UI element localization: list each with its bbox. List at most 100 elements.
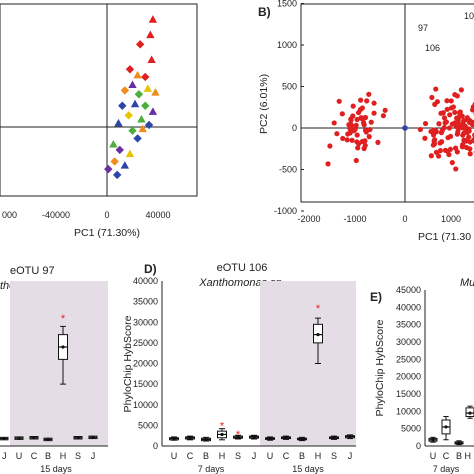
panel-d: D) eOTU 106 Xanthomonas sp. 050001000015… — [122, 262, 356, 474]
panel-b-point — [355, 145, 361, 151]
panel-b-xtick: 0 — [402, 214, 407, 224]
panel-b-point — [430, 142, 436, 148]
panel-c-xtick: U — [16, 451, 23, 461]
panel-e-ytick: 30000 — [396, 337, 421, 347]
panel-e-point — [431, 438, 435, 442]
panel-d-asterisk: * — [316, 303, 321, 315]
panel-a-xtick-partial: 000 — [2, 210, 17, 220]
panel-d-point — [332, 436, 336, 440]
panel-e-xtick: B — [456, 451, 462, 461]
panel-b-point — [353, 122, 359, 128]
panel-c-group-label: 15 days — [40, 464, 72, 474]
panel-a-point-triangle — [130, 99, 140, 108]
panel-d-asterisk: * — [236, 429, 241, 441]
panel-a-point-diamond — [134, 90, 144, 99]
panel-d-asterisk: * — [220, 420, 225, 432]
panel-d-xtick: H — [315, 451, 322, 461]
panel-b-point — [442, 120, 448, 126]
panel-a-point-diamond — [141, 101, 150, 110]
panel-c-point — [61, 345, 65, 349]
panel-c: eOTU 97 thomonas sp. * J U C B H S J 15 … — [0, 265, 108, 474]
panel-e-xtick: C — [443, 451, 450, 461]
panel-b-point — [334, 131, 340, 137]
panel-b-point — [361, 145, 367, 152]
panel-b-point — [447, 146, 454, 152]
panel-e-ytick: 35000 — [396, 320, 421, 330]
panel-b-point — [453, 124, 460, 130]
panel-d-xtick: H — [219, 451, 226, 461]
panel-b-point — [467, 151, 473, 157]
panel-b-point — [464, 129, 470, 136]
panel-d-ytick: 15000 — [133, 379, 158, 389]
panel-d-xtick: J — [252, 451, 257, 461]
panel-d-point — [300, 437, 304, 441]
panel-e-title-partial: Mu — [460, 277, 474, 289]
panel-b-point — [471, 137, 474, 143]
panel-a-xtick: 40000 — [145, 210, 170, 220]
panel-d-xtick: C — [187, 451, 194, 461]
panel-b-point — [433, 86, 439, 92]
panel-a-point-diamond — [115, 145, 124, 155]
panel-a-xlabel: PC1 (71.30%) — [74, 227, 140, 239]
panel-d-point — [172, 436, 176, 441]
panel-c-point — [46, 437, 50, 441]
panel-d-ytick: 35000 — [133, 297, 158, 307]
panel-b-point — [441, 125, 447, 131]
panel-d-point — [204, 437, 208, 441]
panel-b-point — [463, 138, 469, 144]
panel-b-point — [449, 121, 455, 127]
panel-b-point — [462, 123, 468, 129]
panel-b-point — [461, 118, 467, 124]
panel-b: B) -1000-500050010001500200025003000 PC2… — [258, 0, 474, 243]
panel-a-point-triangle — [109, 139, 118, 148]
panel-d-group-label: 15 days — [292, 464, 324, 474]
panel-b-point — [444, 98, 450, 104]
panel-b-point — [456, 110, 463, 116]
panel-a-point-diamond — [144, 120, 154, 130]
panel-b-point — [366, 91, 372, 97]
panel-e-ytick: 40000 — [396, 302, 421, 312]
panel-a-point-triangle — [138, 124, 147, 133]
panel-e-ytick: 0 — [416, 441, 421, 451]
panel-a-xtick: -40000 — [42, 210, 70, 220]
panel-d-point — [348, 434, 352, 439]
panel-b-point — [448, 98, 454, 104]
panel-b-point — [452, 109, 458, 116]
panel-d-group-label: 7 days — [198, 464, 225, 474]
panel-b-point — [354, 132, 360, 138]
panel-d-point — [252, 435, 256, 439]
panel-b-point — [452, 145, 459, 151]
panel-b-point — [356, 141, 362, 147]
panel-e-point — [457, 441, 461, 445]
panel-d-xtick: U — [171, 451, 178, 461]
panel-b-point — [348, 116, 354, 122]
panel-c-point — [76, 436, 80, 440]
panel-c-point — [32, 436, 36, 440]
panel-c-point — [2, 436, 6, 441]
panel-a-point-diamond — [110, 157, 119, 166]
panel-a-point-diamond — [128, 126, 137, 135]
panel-b-point — [368, 119, 374, 125]
panel-a-frame — [0, 3, 198, 197]
panel-e-ytick: 5000 — [401, 424, 421, 434]
panel-a: 000 -40000 0 40000 PC1 (71.30%) — [0, 3, 198, 239]
panel-b-point — [348, 122, 355, 129]
panel-b-outlier-label: 106 — [425, 43, 440, 53]
panel-e-ylabel: PhyloChip HybScore — [374, 319, 386, 416]
panel-e-xtick: H — [465, 451, 472, 461]
panel-b-point — [364, 98, 370, 104]
panel-b-point — [358, 97, 364, 103]
panel-b-point — [422, 120, 429, 127]
panel-e-ytick: 15000 — [396, 389, 421, 399]
panel-b-point — [340, 135, 346, 142]
panel-e-ytick: 10000 — [396, 406, 421, 416]
panel-d-xtick: S — [331, 451, 337, 461]
panel-d-xtick: C — [283, 451, 290, 461]
panel-b-point — [351, 128, 357, 134]
panel-b-point — [344, 137, 350, 143]
panel-a-point-diamond — [118, 101, 127, 110]
panel-b-point — [327, 143, 333, 149]
panel-c-xtick: J — [91, 451, 96, 461]
panel-b-point — [442, 147, 449, 153]
